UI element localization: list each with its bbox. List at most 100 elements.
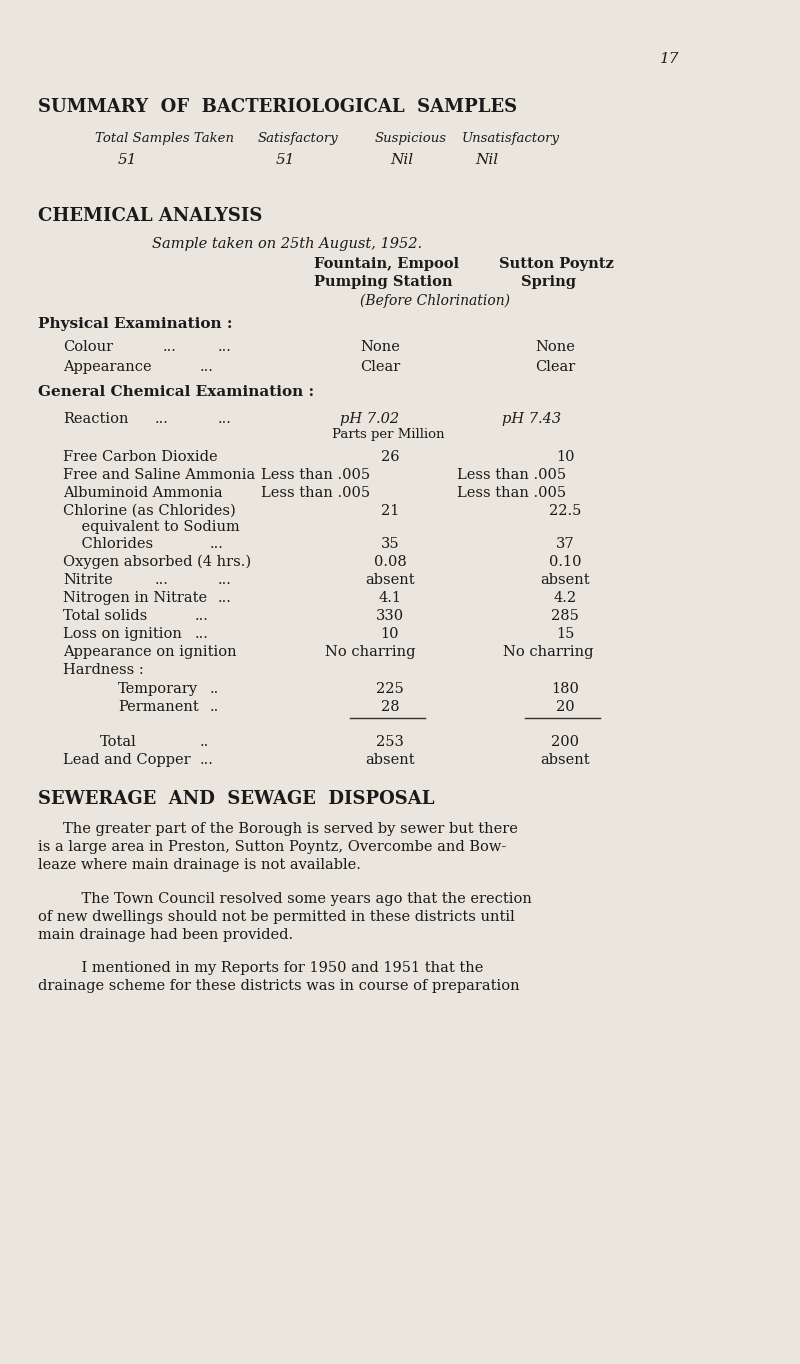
Text: Free and Saline Ammonia: Free and Saline Ammonia — [63, 468, 255, 481]
Text: Total: Total — [100, 735, 137, 749]
Text: Parts per Million: Parts per Million — [332, 428, 444, 441]
Text: ..: .. — [210, 700, 219, 713]
Text: Lead and Copper: Lead and Copper — [63, 753, 190, 767]
Text: main drainage had been provided.: main drainage had been provided. — [38, 928, 293, 943]
Text: ...: ... — [163, 340, 177, 355]
Text: 21: 21 — [381, 505, 399, 518]
Text: Nil: Nil — [390, 153, 413, 166]
Text: absent: absent — [365, 753, 415, 767]
Text: I mentioned in my Reports for 1950 and 1951 that the: I mentioned in my Reports for 1950 and 1… — [63, 962, 483, 975]
Text: Permanent: Permanent — [118, 700, 198, 713]
Text: Appearance: Appearance — [63, 360, 152, 374]
Text: Free Carbon Dioxide: Free Carbon Dioxide — [63, 450, 218, 464]
Text: Spring: Spring — [521, 276, 576, 289]
Text: pH 7.02: pH 7.02 — [340, 412, 399, 426]
Text: Pumping Station: Pumping Station — [314, 276, 453, 289]
Text: ...: ... — [195, 627, 209, 641]
Text: Loss on ignition: Loss on ignition — [63, 627, 182, 641]
Text: Total Samples Taken: Total Samples Taken — [95, 132, 234, 145]
Text: 0.10: 0.10 — [549, 555, 582, 569]
Text: ...: ... — [195, 608, 209, 623]
Text: Oxygen absorbed (4 hrs.): Oxygen absorbed (4 hrs.) — [63, 555, 251, 569]
Text: Albuminoid Ammonia: Albuminoid Ammonia — [63, 486, 222, 501]
Text: 253: 253 — [376, 735, 404, 749]
Text: 15: 15 — [556, 627, 574, 641]
Text: Unsatisfactory: Unsatisfactory — [462, 132, 560, 145]
Text: No charring: No charring — [502, 645, 594, 659]
Text: 200: 200 — [551, 735, 579, 749]
Text: 10: 10 — [556, 450, 574, 464]
Text: equivalent to Sodium: equivalent to Sodium — [63, 520, 240, 533]
Text: 0.08: 0.08 — [374, 555, 406, 569]
Text: Chlorides: Chlorides — [63, 537, 153, 551]
Text: 26: 26 — [381, 450, 399, 464]
Text: The greater part of the Borough is served by sewer but there: The greater part of the Borough is serve… — [63, 822, 518, 836]
Text: General Chemical Examination :: General Chemical Examination : — [38, 385, 314, 400]
Text: ..: .. — [210, 682, 219, 696]
Text: of new dwellings should not be permitted in these districts until: of new dwellings should not be permitted… — [38, 910, 514, 923]
Text: Fountain, Empool: Fountain, Empool — [314, 256, 459, 271]
Text: Clear: Clear — [360, 360, 400, 374]
Text: 37: 37 — [556, 537, 574, 551]
Text: Less than .005: Less than .005 — [458, 468, 566, 481]
Text: absent: absent — [540, 753, 590, 767]
Text: Nitrite: Nitrite — [63, 573, 113, 587]
Text: Sutton Poyntz: Sutton Poyntz — [499, 256, 614, 271]
Text: Total solids: Total solids — [63, 608, 147, 623]
Text: Less than .005: Less than .005 — [262, 486, 370, 501]
Text: Clear: Clear — [535, 360, 575, 374]
Text: (Before Chlorination): (Before Chlorination) — [360, 295, 510, 308]
Text: CHEMICAL ANALYSIS: CHEMICAL ANALYSIS — [38, 207, 262, 225]
Text: SUMMARY  OF  BACTERIOLOGICAL  SAMPLES: SUMMARY OF BACTERIOLOGICAL SAMPLES — [38, 98, 517, 116]
Text: 17: 17 — [660, 52, 679, 65]
Text: 330: 330 — [376, 608, 404, 623]
Text: absent: absent — [365, 573, 415, 587]
Text: 20: 20 — [556, 700, 574, 713]
Text: Colour: Colour — [63, 340, 113, 355]
Text: None: None — [360, 340, 400, 355]
Text: ...: ... — [200, 360, 214, 374]
Text: absent: absent — [540, 573, 590, 587]
Text: 285: 285 — [551, 608, 579, 623]
Text: Satisfactory: Satisfactory — [258, 132, 338, 145]
Text: 51: 51 — [118, 153, 138, 166]
Text: 51: 51 — [276, 153, 295, 166]
Text: None: None — [535, 340, 575, 355]
Text: is a large area in Preston, Sutton Poyntz, Overcombe and Bow-: is a large area in Preston, Sutton Poynt… — [38, 840, 506, 854]
Text: Less than .005: Less than .005 — [262, 468, 370, 481]
Text: Appearance on ignition: Appearance on ignition — [63, 645, 237, 659]
Text: ..: .. — [200, 735, 210, 749]
Text: Physical Examination :: Physical Examination : — [38, 316, 233, 331]
Text: 35: 35 — [381, 537, 399, 551]
Text: pH 7.43: pH 7.43 — [502, 412, 561, 426]
Text: ...: ... — [210, 537, 224, 551]
Text: Reaction: Reaction — [63, 412, 129, 426]
Text: ...: ... — [218, 591, 232, 606]
Text: SEWERAGE  AND  SEWAGE  DISPOSAL: SEWERAGE AND SEWAGE DISPOSAL — [38, 790, 434, 807]
Text: ...: ... — [218, 340, 232, 355]
Text: Chlorine (as Chlorides): Chlorine (as Chlorides) — [63, 505, 236, 518]
Text: ...: ... — [155, 573, 169, 587]
Text: 22.5: 22.5 — [549, 505, 581, 518]
Text: Temporary: Temporary — [118, 682, 198, 696]
Text: 225: 225 — [376, 682, 404, 696]
Text: Sample taken on 25th August, 1952.: Sample taken on 25th August, 1952. — [152, 237, 422, 251]
Text: Less than .005: Less than .005 — [458, 486, 566, 501]
Text: Nitrogen in Nitrate: Nitrogen in Nitrate — [63, 591, 207, 606]
Text: The Town Council resolved some years ago that the erection: The Town Council resolved some years ago… — [63, 892, 532, 906]
Text: ...: ... — [218, 412, 232, 426]
Text: ...: ... — [155, 412, 169, 426]
Text: Hardness :: Hardness : — [63, 663, 144, 677]
Text: 10: 10 — [381, 627, 399, 641]
Text: Suspicious: Suspicious — [375, 132, 447, 145]
Text: 4.2: 4.2 — [554, 591, 577, 606]
Text: Nil: Nil — [475, 153, 498, 166]
Text: ...: ... — [218, 573, 232, 587]
Text: leaze where main drainage is not available.: leaze where main drainage is not availab… — [38, 858, 361, 872]
Text: 4.1: 4.1 — [378, 591, 402, 606]
Text: 28: 28 — [381, 700, 399, 713]
Text: drainage scheme for these districts was in course of preparation: drainage scheme for these districts was … — [38, 979, 520, 993]
Text: ...: ... — [200, 753, 214, 767]
Text: No charring: No charring — [325, 645, 415, 659]
Text: 180: 180 — [551, 682, 579, 696]
